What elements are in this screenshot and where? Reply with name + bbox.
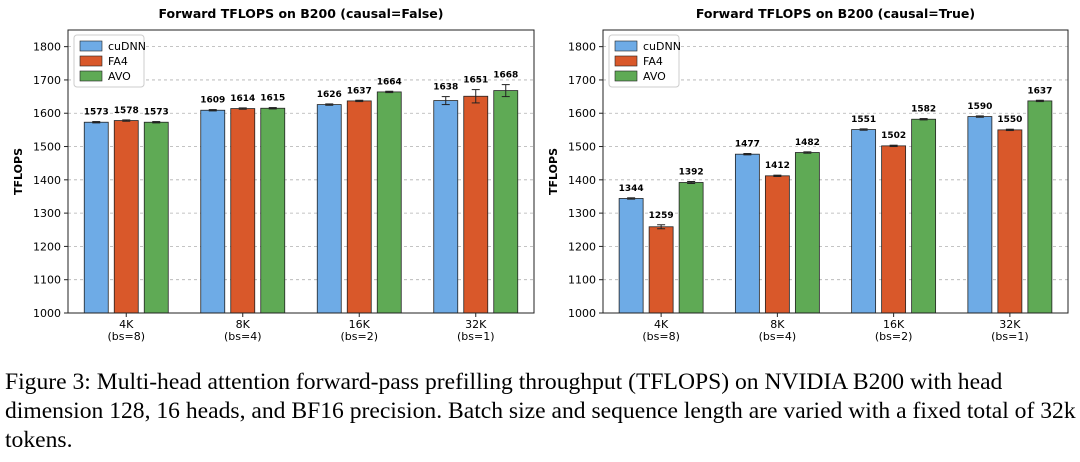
bar: [113, 120, 139, 314]
y-tick-label: 1600: [33, 107, 61, 120]
legend-swatch: [79, 70, 103, 82]
legend-label: cuDNN: [108, 40, 146, 53]
data-label: 1626: [317, 90, 342, 100]
data-label: 1638: [433, 83, 458, 93]
y-tick-label: 1200: [568, 240, 596, 253]
bar: [734, 153, 760, 314]
data-label: 1502: [881, 131, 906, 141]
y-tick-label: 1400: [568, 174, 596, 187]
charts-figure: 1573 1609 1626 1638 1578 1614 1637 1651 1573 1615…: [12, 6, 1069, 343]
legend-swatch: [614, 40, 638, 52]
legend-label: FA4: [108, 55, 128, 68]
bar: [83, 121, 109, 314]
y-tick-label: 1600: [568, 107, 596, 120]
data-label: 1550: [997, 115, 1022, 125]
bar: [376, 91, 402, 314]
y-tick-label: 1000: [568, 307, 596, 320]
chart-panel-1: 1573 1609 1626 1638 1578 1614 1637 1651 1573 1615…: [12, 6, 535, 343]
data-label: 1637: [1027, 86, 1052, 96]
y-tick-label: 1000: [33, 307, 61, 320]
data-label: 1668: [493, 71, 518, 81]
bar: [678, 182, 704, 314]
legend-label: FA4: [643, 55, 663, 68]
data-label: 1582: [911, 105, 936, 115]
plot-frame: [67, 29, 535, 314]
bar: [967, 116, 993, 314]
bar: [143, 121, 169, 314]
figure-caption: Figure 3: Multi-head attention forward-p…: [5, 369, 1076, 453]
y-tick-label: 1100: [33, 274, 61, 287]
data-label: 1578: [114, 106, 139, 116]
data-label: 1637: [347, 86, 372, 96]
legend-swatch: [79, 55, 103, 67]
x-tick-label: 8K (bs=4): [759, 318, 797, 343]
data-label: 1344: [619, 184, 644, 194]
bar: [911, 118, 937, 314]
legend-label: AVO: [108, 70, 131, 83]
bar: [230, 108, 256, 314]
x-tick-label: 4K (bs=8): [107, 318, 145, 343]
bar: [200, 109, 226, 314]
bar: [316, 104, 342, 314]
y-tick-label: 1500: [33, 141, 61, 154]
bar: [881, 145, 907, 314]
y-tick-label: 1100: [568, 274, 596, 287]
y-tick-label: 1700: [568, 74, 596, 87]
x-tick-label: 4K (bs=8): [642, 318, 680, 343]
y-tick-label: 1300: [568, 207, 596, 220]
x-tick-label: 32K (bs=1): [991, 318, 1029, 343]
bar: [794, 152, 820, 314]
bar: [648, 226, 674, 314]
legend-label: cuDNN: [643, 40, 681, 53]
y-axis-label: TFLOPS: [12, 148, 25, 195]
x-tick-label: 32K (bs=1): [457, 318, 495, 343]
bar: [346, 100, 372, 314]
data-label: 1477: [735, 140, 760, 150]
data-label: 1412: [765, 161, 790, 171]
x-tick-label: 8K (bs=4): [224, 318, 262, 343]
bar: [433, 100, 459, 314]
data-label: 1609: [200, 96, 225, 106]
y-tick-label: 1500: [568, 141, 596, 154]
data-label: 1590: [967, 102, 992, 112]
data-label: 1614: [230, 94, 255, 104]
data-label: 1651: [463, 76, 488, 86]
legend-swatch: [614, 55, 638, 67]
data-label: 1482: [795, 138, 820, 148]
x-tick-label: 16K (bs=2): [875, 318, 913, 343]
y-tick-label: 1300: [33, 207, 61, 220]
bar: [260, 107, 286, 314]
legend-swatch: [614, 70, 638, 82]
data-label: 1615: [260, 94, 285, 104]
y-tick-label: 1800: [33, 41, 61, 54]
data-label: 1573: [84, 108, 109, 118]
y-tick-label: 1400: [33, 174, 61, 187]
data-label: 1573: [144, 108, 169, 118]
bar: [851, 129, 877, 314]
bar: [493, 90, 519, 314]
y-tick-label: 1200: [33, 240, 61, 253]
chart-panel-2: 1344 1477 1551 1590 1259 1412 1502 1550 1392 1482…: [547, 6, 1069, 343]
bar: [1027, 100, 1053, 314]
y-tick-label: 1700: [33, 74, 61, 87]
chart-title: Forward TFLOPS on B200 (causal=False): [158, 6, 443, 21]
bar: [997, 129, 1023, 314]
data-label: 1551: [851, 115, 876, 125]
x-tick-label: 16K (bs=2): [340, 318, 378, 343]
y-tick-label: 1800: [568, 41, 596, 54]
y-axis-label: TFLOPS: [547, 148, 560, 195]
legend-swatch: [79, 40, 103, 52]
data-label: 1392: [679, 167, 704, 177]
bar: [463, 95, 489, 314]
legend-label: AVO: [643, 70, 666, 83]
bar: [618, 198, 644, 314]
data-label: 1259: [649, 211, 674, 221]
chart-title: Forward TFLOPS on B200 (causal=True): [696, 6, 975, 21]
data-label: 1664: [377, 77, 402, 87]
bar: [764, 175, 790, 314]
plot-frame: [602, 29, 1069, 314]
